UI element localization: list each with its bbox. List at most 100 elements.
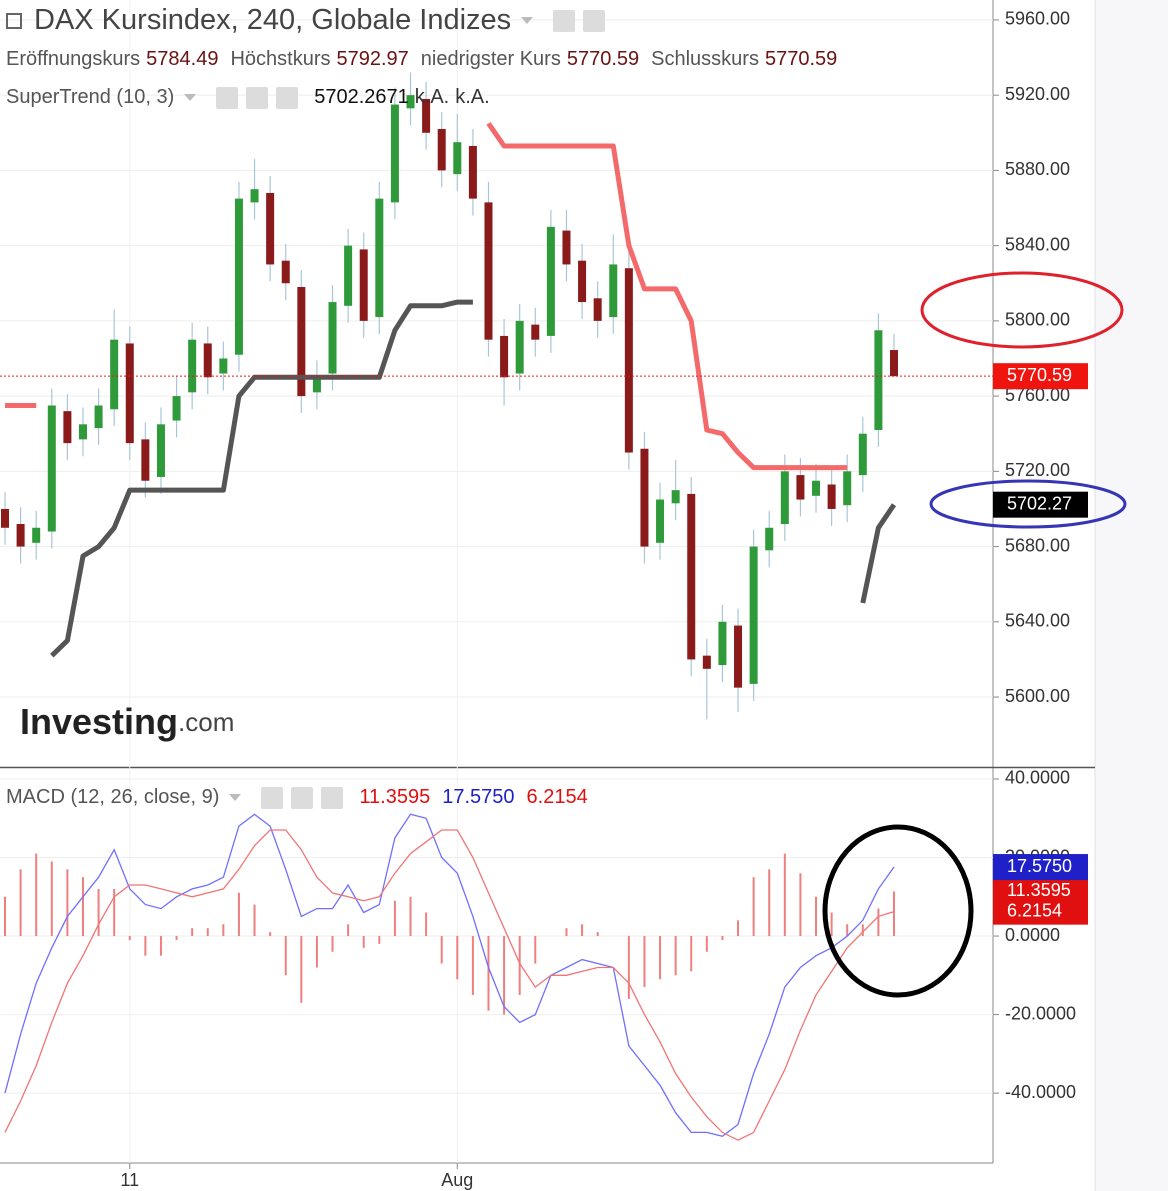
candle-body xyxy=(47,405,56,532)
eye-icon[interactable] xyxy=(216,86,239,109)
histogram-bar xyxy=(815,896,818,937)
histogram-bar xyxy=(19,869,22,937)
candle-body xyxy=(562,230,571,265)
eye-icon[interactable] xyxy=(261,786,284,809)
y-tick-label: 5800.00 xyxy=(1005,310,1070,330)
histogram-bar xyxy=(425,912,428,937)
histogram-bar xyxy=(393,900,396,937)
x-tick-label: Aug xyxy=(441,1170,473,1190)
histogram-bar xyxy=(113,888,116,937)
candle-body xyxy=(234,198,243,355)
collapse-box[interactable] xyxy=(6,12,22,29)
value-tag-label: 11.3595 xyxy=(1007,880,1071,900)
candle-body xyxy=(500,335,509,378)
macd-title: MACD (12, 26, close, 9) xyxy=(6,786,220,808)
histogram-bar xyxy=(159,936,162,956)
chart-header: DAX Kursindex, 240, Globale Indizes xyxy=(6,4,606,37)
y-tick-label: 5760.00 xyxy=(1005,385,1070,405)
y-tick-label: 40.0000 xyxy=(1005,768,1070,788)
histogram-bar xyxy=(643,936,646,988)
histogram-bar xyxy=(596,932,599,937)
candle-body xyxy=(406,95,415,109)
candle-body xyxy=(531,324,540,340)
indicator-value: 5702.2671 xyxy=(314,86,409,108)
close-icon[interactable] xyxy=(276,86,299,109)
histogram-bar xyxy=(627,936,630,999)
candle-body xyxy=(687,493,696,660)
candle-body xyxy=(94,405,103,429)
candle-body xyxy=(375,198,384,318)
histogram-bar xyxy=(737,920,740,937)
candle-body xyxy=(297,287,306,397)
candle-body xyxy=(858,433,867,476)
candle-body xyxy=(390,104,399,203)
eye-icon[interactable] xyxy=(553,9,576,32)
histogram-bar xyxy=(362,936,365,948)
dropdown[interactable] xyxy=(521,17,534,24)
histogram-bar xyxy=(237,892,240,937)
histogram-bar xyxy=(66,869,69,937)
candle-body xyxy=(172,396,181,421)
histogram-bar xyxy=(191,928,194,937)
ohlc-label: Höchstkurs xyxy=(230,48,331,70)
histogram-bar xyxy=(471,936,474,995)
histogram-bar xyxy=(581,924,584,937)
histogram-bar xyxy=(253,904,256,937)
candle-body xyxy=(328,302,337,374)
candle-body xyxy=(359,249,368,321)
histogram-bar xyxy=(128,936,131,940)
candle-body xyxy=(125,343,134,444)
candle-body xyxy=(110,339,119,410)
dropdown[interactable] xyxy=(184,94,197,101)
ohlc-label: Eröffnungskurs xyxy=(6,48,141,70)
candle-body xyxy=(219,358,228,374)
gear-icon[interactable] xyxy=(246,86,269,109)
annotation-ellipse-blue xyxy=(929,479,1127,529)
y-tick-label: 5840.00 xyxy=(1005,234,1070,254)
histogram-bar xyxy=(269,932,272,937)
histogram-bar xyxy=(331,936,334,952)
candle-body xyxy=(812,480,821,496)
dropdown[interactable] xyxy=(229,794,242,801)
gear-icon[interactable] xyxy=(583,9,606,32)
indicator-name: SuperTrend (10, 3) xyxy=(6,86,175,108)
candle-body xyxy=(281,260,290,284)
candle-body xyxy=(16,523,25,547)
y-tick-label: 5880.00 xyxy=(1005,159,1070,179)
histogram-bar xyxy=(893,891,895,937)
candle-body xyxy=(515,320,524,374)
candle-body xyxy=(468,145,477,199)
side-strip xyxy=(1095,0,1168,1191)
candle-body xyxy=(188,339,197,393)
candle-body xyxy=(578,260,587,303)
candle-body xyxy=(718,621,727,666)
candle-body xyxy=(437,129,446,171)
close-icon[interactable] xyxy=(321,786,344,809)
histogram-bar xyxy=(768,869,771,937)
histogram-bar xyxy=(565,928,568,937)
histogram-bar xyxy=(175,936,178,940)
price-tag-label: 5770.59 xyxy=(1007,365,1072,385)
macd-value: 11.3595 xyxy=(359,786,431,808)
candle-body xyxy=(344,245,353,306)
ohlc-label: Schlusskurs xyxy=(651,48,759,70)
histogram-bar xyxy=(752,877,755,937)
macd-line xyxy=(4,829,895,1141)
histogram-bar xyxy=(347,924,350,937)
candle-body xyxy=(734,625,743,688)
candle-body xyxy=(640,448,649,547)
gear-icon[interactable] xyxy=(291,786,314,809)
macd-values: 11.3595 17.5750 6.2154 xyxy=(359,786,587,809)
histogram-bar xyxy=(378,936,381,944)
watermark: Investing.com xyxy=(20,701,234,742)
histogram-bar xyxy=(534,936,537,964)
y-tick-label: 5680.00 xyxy=(1005,535,1070,555)
y-tick-label: -40.0000 xyxy=(1005,1082,1076,1102)
histogram-bar xyxy=(144,936,147,956)
candle-body xyxy=(1,508,9,528)
y-tick-label: 5600.00 xyxy=(1005,686,1070,706)
annotation-ellipse-black xyxy=(822,824,974,998)
candle-body xyxy=(32,527,41,543)
